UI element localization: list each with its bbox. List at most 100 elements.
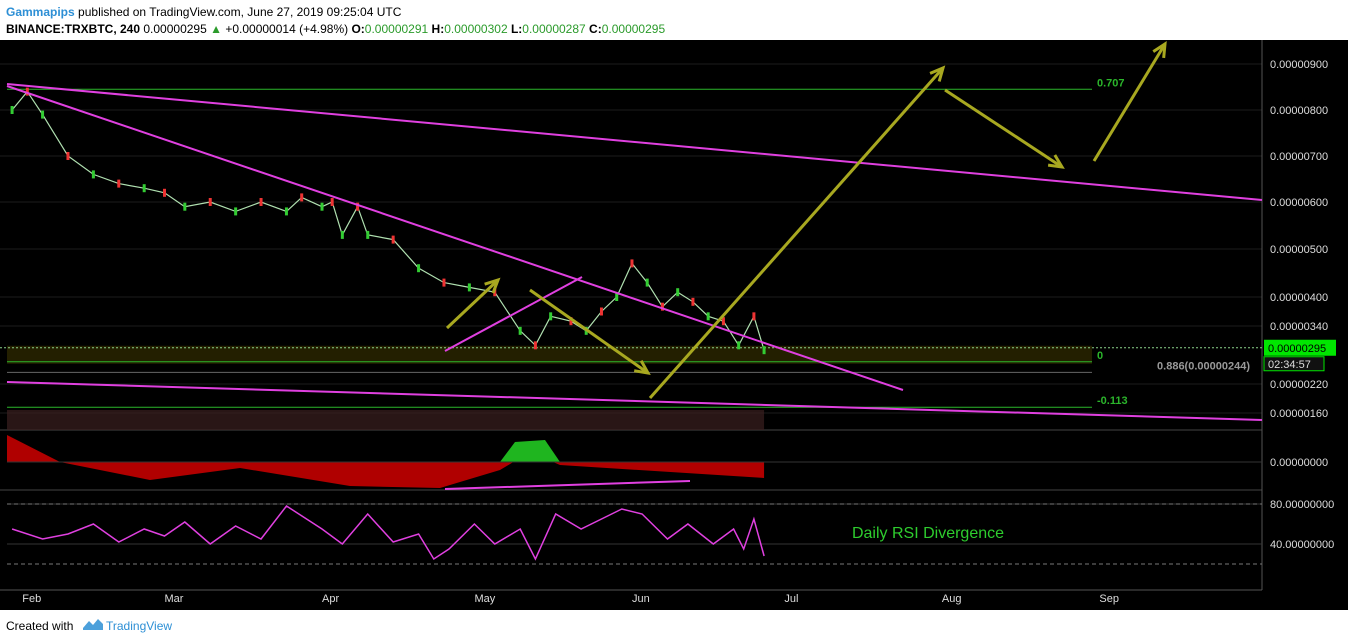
x-tick-label: Sep bbox=[1099, 593, 1119, 605]
low-label: L: bbox=[510, 22, 523, 36]
price-candle bbox=[549, 312, 553, 321]
footer: Created with TradingView bbox=[0, 610, 1348, 643]
low-value: 0.00000287 bbox=[522, 22, 586, 36]
x-tick-label: Jul bbox=[784, 593, 798, 605]
fib-level-label: -0.113 bbox=[1097, 395, 1128, 407]
rsi-y-tick-label: 80.00000000 bbox=[1270, 499, 1334, 511]
forecast-arrow bbox=[648, 67, 945, 399]
forecast-arrow bbox=[529, 288, 649, 375]
forecast-arrow-head bbox=[633, 360, 651, 375]
price-candle bbox=[183, 202, 187, 211]
lower-trendline bbox=[6, 381, 1263, 421]
rising-wedge-line bbox=[444, 276, 583, 352]
rsi-y-tick-label: 40.00000000 bbox=[1270, 539, 1334, 551]
price-change: +0.00000014 (+4.98%) bbox=[225, 22, 349, 36]
open-value: 0.00000291 bbox=[364, 22, 429, 36]
last-price-tag-label: 0.00000295 bbox=[1268, 343, 1326, 355]
price-candle bbox=[66, 152, 70, 160]
forecast-arrow bbox=[445, 278, 500, 330]
macd-histogram-positive bbox=[500, 440, 560, 462]
chart-svg[interactable]: 0.707 0 0.886(0.00000244) -0.113 0.00000900… bbox=[0, 40, 1348, 610]
y-tick-label: 0.00000500 bbox=[1270, 244, 1328, 256]
tradingview-logo-icon[interactable] bbox=[82, 616, 104, 632]
price-candle bbox=[752, 312, 756, 321]
chart-background bbox=[0, 40, 1348, 610]
y-tick-label: 0.00000400 bbox=[1270, 292, 1328, 304]
y-tick-label: 0.00000160 bbox=[1270, 408, 1328, 420]
rsi-divergence-annotation: Daily RSI Divergence bbox=[852, 525, 1004, 542]
y-tick-label: 0.00000220 bbox=[1270, 379, 1328, 391]
price-candle bbox=[630, 259, 634, 268]
x-tick-label: Feb bbox=[22, 593, 41, 605]
fib-level-label: 0.707 bbox=[1097, 77, 1125, 89]
close-value: 0.00000295 bbox=[601, 22, 666, 36]
price-candle bbox=[117, 179, 121, 188]
x-tick-label: Mar bbox=[165, 593, 184, 605]
forecast-arrow bbox=[1092, 43, 1167, 162]
y-tick-label: 0.00000800 bbox=[1270, 105, 1328, 117]
fib-level-label: 0 bbox=[1097, 350, 1103, 362]
price-candle bbox=[442, 278, 446, 287]
x-tick-label: Jun bbox=[632, 593, 650, 605]
macd-y-tick-label: 0.00000000 bbox=[1270, 457, 1328, 469]
descending-trendline bbox=[6, 85, 904, 391]
fib-level-label: 0.886(0.00000244) bbox=[1157, 360, 1250, 372]
publish-line: Gammapips published on TradingView.com, … bbox=[6, 5, 401, 19]
x-tick-label: May bbox=[474, 593, 495, 605]
price-candle bbox=[417, 264, 421, 273]
rsi-series-line bbox=[11, 504, 765, 561]
price-candle bbox=[234, 207, 238, 216]
y-tick-label: 0.00000340 bbox=[1270, 321, 1328, 333]
x-tick-label: Aug bbox=[942, 593, 962, 605]
last-price-tag bbox=[1264, 339, 1336, 356]
price-candle bbox=[762, 346, 766, 355]
high-label: H: bbox=[431, 22, 445, 36]
tradingview-link[interactable]: TradingView bbox=[106, 619, 173, 633]
forecast-arrow-head bbox=[484, 277, 501, 294]
price-candle bbox=[676, 288, 680, 297]
price-candle bbox=[163, 188, 167, 197]
countdown-label: 02:34:57 bbox=[1268, 359, 1311, 371]
price-candle bbox=[208, 198, 212, 206]
volume-band bbox=[7, 410, 765, 430]
countdown-tag bbox=[1263, 356, 1325, 372]
open-label: O: bbox=[351, 22, 365, 36]
price-candle bbox=[259, 198, 263, 206]
fib-zone bbox=[7, 345, 1092, 364]
macd-histogram bbox=[7, 435, 765, 488]
y-tick-label: 0.00000700 bbox=[1270, 151, 1328, 163]
forecast-arrow-head bbox=[1152, 41, 1167, 59]
price-candle bbox=[366, 230, 370, 239]
price-candle bbox=[737, 341, 741, 350]
price-candle bbox=[340, 230, 344, 239]
published-text: published on TradingView.com, June 27, 2… bbox=[78, 5, 402, 19]
price-candle bbox=[721, 317, 725, 326]
price-candle bbox=[615, 293, 619, 301]
macd-divergence-line bbox=[444, 480, 691, 490]
x-tick-label: Apr bbox=[322, 593, 339, 605]
price-candle bbox=[645, 278, 649, 287]
price-candle bbox=[467, 283, 471, 292]
y-tick-label: 0.00000900 bbox=[1270, 59, 1328, 71]
forecast-arrow-head bbox=[929, 65, 946, 82]
header: Gammapips published on TradingView.com, … bbox=[0, 0, 1348, 40]
price-candle bbox=[10, 106, 14, 114]
price-candle bbox=[391, 235, 395, 244]
price-candle bbox=[91, 170, 95, 179]
price-candle bbox=[533, 341, 537, 350]
price-candle bbox=[284, 207, 288, 216]
price-candle bbox=[691, 297, 695, 306]
close-label: C: bbox=[589, 22, 602, 36]
price-candle bbox=[300, 193, 304, 202]
price-candle bbox=[330, 198, 334, 206]
forecast-arrow bbox=[944, 88, 1063, 169]
author-link[interactable]: Gammapips bbox=[6, 5, 75, 19]
up-arrow-icon: ▲ bbox=[210, 22, 222, 36]
created-with-text: Created with bbox=[6, 619, 74, 633]
upper-trendline bbox=[6, 83, 1263, 201]
price-candle bbox=[569, 317, 573, 326]
chart-area[interactable]: 0.707 0 0.886(0.00000244) -0.113 0.00000900… bbox=[0, 40, 1348, 610]
price-candle bbox=[320, 202, 324, 211]
price-candle bbox=[41, 110, 45, 119]
price-candle bbox=[599, 307, 603, 316]
